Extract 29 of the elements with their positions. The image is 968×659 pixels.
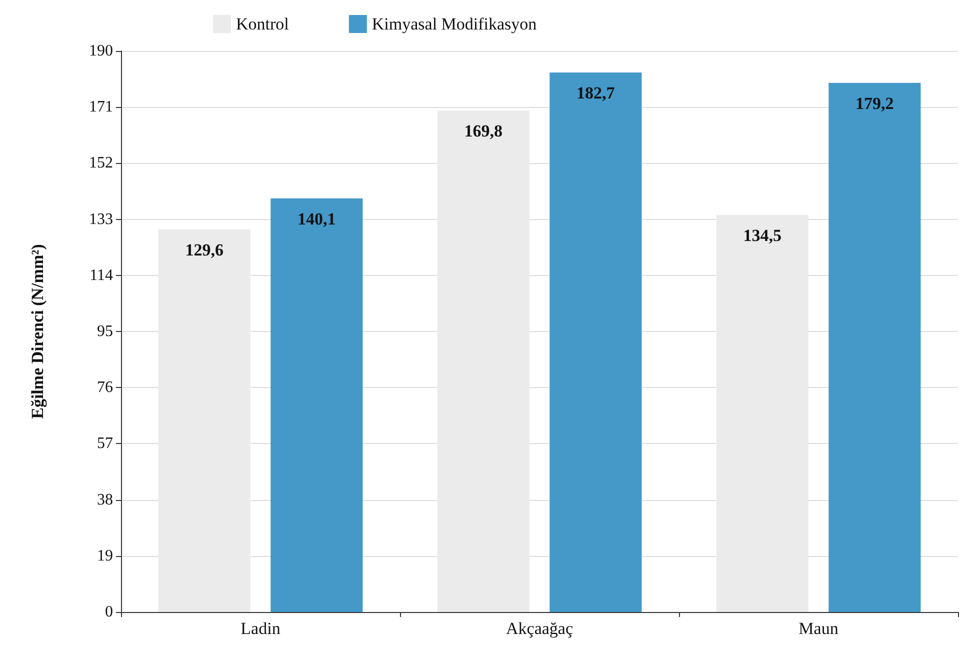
x-tick-label: Akçaağaç [506, 619, 574, 638]
data-label: 179,2 [856, 94, 894, 113]
data-label: 129,6 [185, 240, 224, 260]
y-tick-label: 95 [97, 323, 113, 340]
y-tick-label: 171 [89, 98, 113, 116]
x-tick-label: Ladin [240, 619, 281, 638]
y-tick-label: 152 [89, 154, 113, 172]
y-tick-label: 57 [97, 435, 113, 452]
bar [437, 110, 530, 612]
data-label: 169,8 [464, 122, 502, 141]
legend-label: Kontrol [236, 14, 290, 34]
legend-label: Kimyasal Modifikasyon [372, 14, 538, 34]
bar [158, 229, 250, 612]
y-tick-label: 0 [105, 604, 113, 620]
bar [828, 82, 921, 612]
bar [716, 214, 808, 612]
y-tick-label: 38 [97, 491, 113, 508]
y-tick-label: 76 [97, 379, 113, 396]
data-label: 182,7 [576, 84, 616, 103]
y-tick-label: 190 [89, 42, 113, 60]
data-label: 134,5 [743, 226, 782, 245]
data-label: 140,1 [298, 209, 336, 228]
x-tick-label: Maun [798, 619, 839, 638]
y-tick-label: 19 [97, 547, 113, 564]
y-tick-label: 133 [89, 210, 113, 228]
y-axis-title: Eğilme Direnci (N/mm²) [28, 244, 47, 419]
bar [270, 198, 363, 612]
bar [550, 72, 642, 612]
y-tick-label: 114 [90, 266, 113, 284]
